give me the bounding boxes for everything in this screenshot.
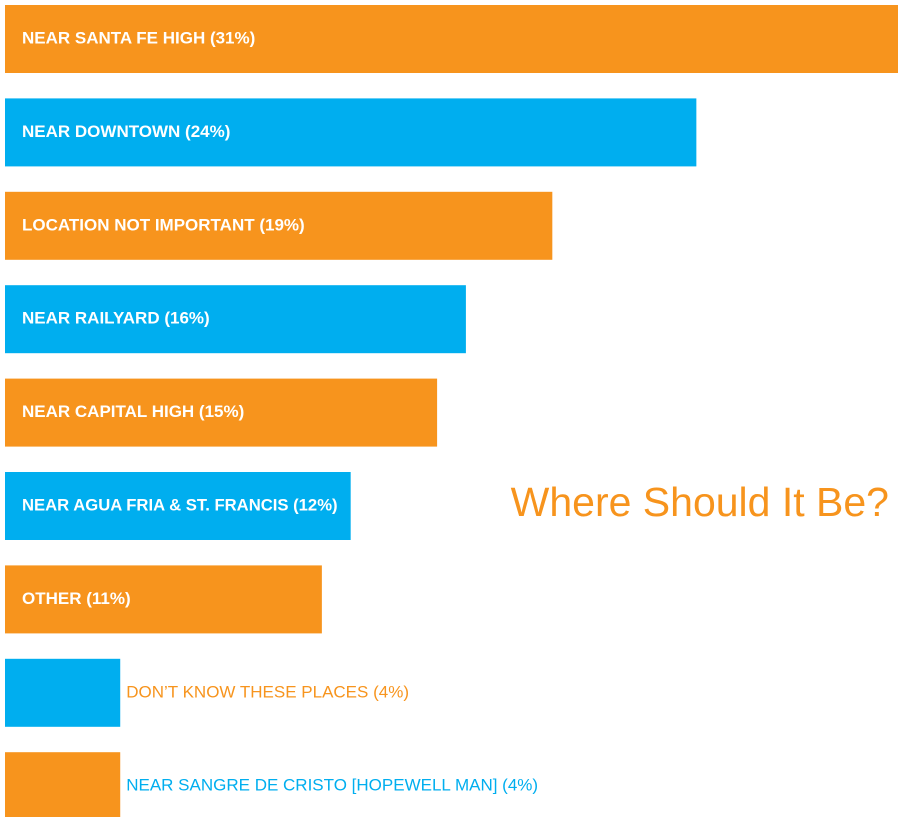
bar <box>5 378 438 447</box>
bar <box>5 565 322 634</box>
bar <box>5 752 121 817</box>
bar <box>5 285 466 354</box>
bar-label: DON’T KNOW THESE PLACES (4%) <box>126 682 409 701</box>
bar <box>5 98 697 167</box>
bar-label: NEAR CAPITAL HIGH (15%) <box>22 402 244 421</box>
chart-title: Where Should It Be? <box>511 479 889 525</box>
bar-label: NEAR RAILYARD (16%) <box>22 309 210 328</box>
bar <box>5 5 898 73</box>
bar-label: NEAR SANTA FE HIGH (31%) <box>22 28 255 47</box>
bar-label: LOCATION NOT IMPORTANT (19%) <box>22 215 305 234</box>
bar-label: NEAR AGUA FRIA & ST. FRANCIS (12%) <box>22 495 338 514</box>
bar-label: NEAR SANGRE DE CRISTO [HOPEWELL MAN] (4%… <box>126 776 538 795</box>
bar-label: OTHER (11%) <box>22 589 131 608</box>
bar <box>5 658 121 727</box>
bar-label: NEAR DOWNTOWN (24%) <box>22 122 230 141</box>
bar <box>5 191 553 260</box>
bar <box>5 472 351 540</box>
